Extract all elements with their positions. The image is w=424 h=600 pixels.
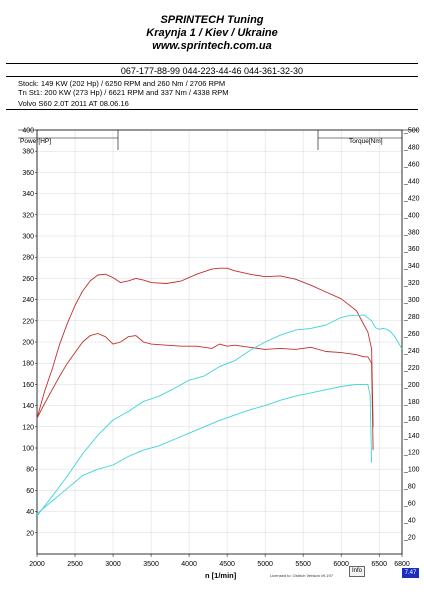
y-tick-right-label: _60 (403, 501, 416, 508)
y-tick-left-label: 240 (22, 297, 34, 304)
y-tick-right-label: _140 (403, 433, 420, 440)
tuned-info: Tn St1: 200 KW (273 Hp) / 6621 RPM and 3… (18, 88, 229, 97)
x-tick-label: 3500 (143, 561, 159, 568)
y-tick-left-label: 340 (22, 191, 34, 198)
vehicle-info: Volvo S60 2.0T 2011 AT 08.06.16 (18, 99, 129, 108)
y-tick-right-label: _260 (403, 331, 420, 338)
series-line-power-tuned (36, 333, 374, 451)
right-axis-label: Torque[Nm] (349, 138, 383, 145)
y-tick-left-label: 120 (22, 424, 34, 431)
x-tick-label: 6500 (371, 561, 387, 568)
series-line-torque-stock (36, 314, 403, 517)
y-tick-right-label: _340 (403, 263, 420, 270)
x-tick-label: 5500 (295, 561, 311, 568)
y-tick-right-label: _100 (403, 467, 420, 474)
info-button[interactable]: Info (349, 566, 365, 577)
y-tick-right-label: _220 (403, 365, 420, 372)
y-tick-right-label: _80 (403, 484, 416, 491)
report-title: SPRINTECH Tuning (160, 14, 264, 26)
y-tick-left-label: 300 (22, 234, 34, 241)
y-tick-right-label: _200 (403, 382, 420, 389)
stock-info: Stock: 149 KW (202 Hp) / 6250 RPM and 26… (18, 79, 226, 88)
y-tick-left-label: 400 (22, 128, 34, 135)
phones-divider (6, 76, 418, 77)
y-tick-left-label: 200 (22, 340, 34, 347)
x-tick-label: 4000 (181, 561, 197, 568)
y-tick-right-label: _20 (403, 535, 416, 542)
y-tick-right-label: _160 (403, 416, 420, 423)
series-line-power-stock (36, 383, 373, 515)
y-tick-left-label: 280 (22, 255, 34, 262)
y-tick-right-label: _480 (403, 144, 420, 151)
y-tick-left-label: 260 (22, 276, 34, 283)
x-tick-label: 6000 (333, 561, 349, 568)
y-tick-left-label: 40 (26, 509, 34, 516)
chart-series (36, 267, 403, 517)
y-tick-right-label: _120 (403, 450, 420, 457)
y-tick-right-label: _320 (403, 280, 420, 287)
x-tick-label: 6800 (394, 561, 410, 568)
report-subtitle: Kraynja 1 / Kiev / Ukraine (146, 27, 278, 39)
y-tick-right-label: _500 (403, 128, 420, 135)
y-tick-right-label: _180 (403, 399, 420, 406)
header-divider (6, 63, 418, 64)
y-tick-left-label: 20 (26, 530, 34, 537)
y-tick-right-label: _40 (403, 518, 416, 525)
y-tick-left-label: 320 (22, 212, 34, 219)
y-tick-right-label: _380 (403, 229, 420, 236)
y-tick-right-label: _360 (403, 246, 420, 253)
chart-grid (36, 129, 403, 554)
y-tick-left-label: 180 (22, 361, 34, 368)
y-tick-left-label: 360 (22, 170, 34, 177)
x-tick-label: 4500 (219, 561, 235, 568)
y-tick-left-label: 140 (22, 403, 34, 410)
y-tick-left-label: 220 (22, 318, 34, 325)
y-tick-left-label: 80 (26, 467, 34, 474)
x-tick-label: 2000 (29, 561, 45, 568)
version-badge: 7.47 (402, 568, 419, 578)
phone-numbers: 067-177-88-99 044-223-44-46 044-361-32-3… (120, 66, 304, 76)
y-tick-right-label: _280 (403, 314, 420, 321)
y-tick-right-label: _420 (403, 195, 420, 202)
y-tick-right-label: _240 (403, 348, 420, 355)
axis-ticks: 20 40 60 80 100 120 140 160 180 200 220 240 260 280 30… (22, 128, 419, 569)
x-tick-label: 2500 (67, 561, 83, 568)
x-tick-label: 5000 (257, 561, 273, 568)
info-divider (6, 109, 418, 110)
x-tick-label: 3000 (105, 561, 121, 568)
series-line-torque-tuned (36, 267, 374, 427)
y-tick-left-label: 100 (22, 446, 34, 453)
y-tick-right-label: _440 (403, 178, 420, 185)
y-tick-right-label: _300 (403, 297, 420, 304)
left-axis-label: Power[HP] (20, 138, 51, 145)
y-tick-right-label: _400 (403, 212, 420, 219)
website-url: www.sprintech.com.ua (152, 40, 272, 52)
y-tick-left-label: 160 (22, 382, 34, 389)
y-tick-right-label: _460 (403, 161, 420, 168)
x-axis-title: n [1/min] (205, 571, 237, 580)
y-tick-left-label: 60 (26, 488, 34, 495)
license-credit: Licensed to: Ostrich Version v9.197 (270, 573, 333, 578)
y-tick-left-label: 380 (22, 149, 34, 156)
